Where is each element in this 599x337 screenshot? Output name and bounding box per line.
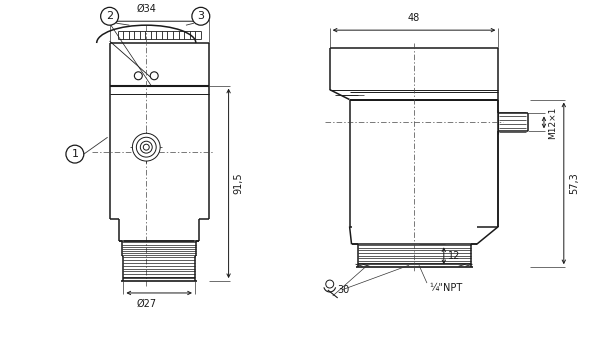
Circle shape <box>101 7 119 25</box>
Text: Ø27: Ø27 <box>136 299 156 309</box>
Text: 2: 2 <box>106 11 113 21</box>
Text: ¼"NPT: ¼"NPT <box>429 283 462 293</box>
Circle shape <box>150 72 158 80</box>
Text: 3: 3 <box>197 11 204 21</box>
Circle shape <box>132 133 160 161</box>
Circle shape <box>134 72 143 80</box>
Text: 57,3: 57,3 <box>569 173 579 194</box>
Text: M12×1: M12×1 <box>548 106 557 139</box>
Text: 12: 12 <box>448 251 460 261</box>
Circle shape <box>140 141 152 153</box>
Text: 1: 1 <box>71 149 78 159</box>
Circle shape <box>66 145 84 163</box>
Circle shape <box>137 137 156 157</box>
Text: 30: 30 <box>338 285 350 295</box>
Text: Ø34: Ø34 <box>137 4 156 14</box>
Circle shape <box>192 7 210 25</box>
Text: 48: 48 <box>408 13 420 23</box>
Text: 91,5: 91,5 <box>234 173 244 194</box>
Circle shape <box>143 144 149 150</box>
